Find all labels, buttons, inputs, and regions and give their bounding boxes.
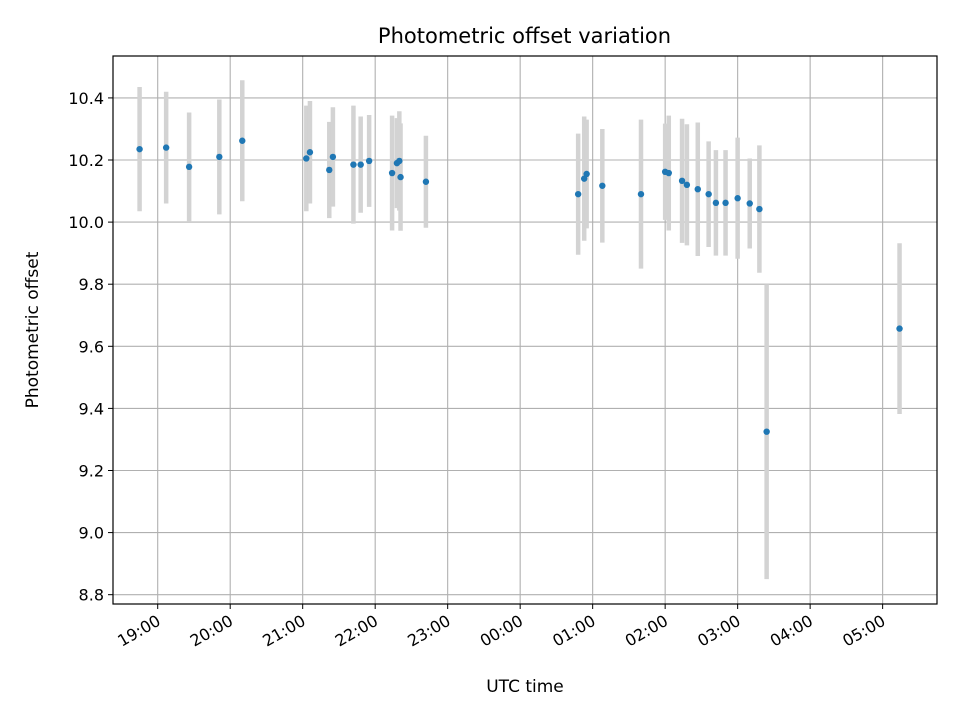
y-tick-label: 10.0 <box>68 213 104 232</box>
data-point <box>665 169 672 177</box>
x-axis-label: UTC time <box>486 677 564 697</box>
data-point <box>637 190 645 198</box>
data-point <box>763 428 770 435</box>
data-point <box>746 200 753 207</box>
data-point <box>329 153 337 161</box>
data-point <box>678 177 686 185</box>
data-point <box>350 161 357 168</box>
data-point <box>326 166 333 174</box>
y-tick-label: 9.6 <box>79 337 104 356</box>
y-tick-label: 9.0 <box>79 524 104 543</box>
data-point <box>756 205 763 213</box>
y-tick-label: 10.4 <box>68 89 104 108</box>
data-point <box>388 169 396 177</box>
y-tick-label: 10.2 <box>68 151 104 170</box>
y-tick-label: 9.8 <box>79 275 104 294</box>
data-point <box>712 199 720 207</box>
data-point <box>397 173 404 181</box>
data-point <box>574 190 582 198</box>
data-point <box>896 325 903 332</box>
data-point <box>162 144 170 151</box>
data-point <box>583 170 590 178</box>
data-point <box>694 185 701 193</box>
data-point <box>705 190 712 198</box>
y-tick-label: 9.2 <box>79 461 104 480</box>
data-points <box>136 137 903 435</box>
data-point <box>306 149 314 156</box>
data-point <box>422 178 430 185</box>
grid-lines <box>113 56 937 604</box>
data-point <box>216 153 223 161</box>
data-point <box>136 145 143 153</box>
data-point <box>185 163 193 171</box>
y-tick-label: 8.8 <box>79 586 104 605</box>
data-point <box>599 182 606 189</box>
data-point <box>303 155 310 162</box>
data-point <box>734 195 741 202</box>
y-axis-ticks: 8.8 9.0 9.2 9.4 9.6 9.8 10.0 10.2 10.4 <box>68 89 113 605</box>
data-point <box>357 161 364 168</box>
y-tick-label: 9.4 <box>79 399 104 418</box>
data-point <box>722 199 729 207</box>
data-point <box>365 157 373 165</box>
chart-title: Photometric offset variation <box>378 24 671 48</box>
data-point <box>396 157 403 165</box>
data-point <box>239 137 246 144</box>
y-axis-label: Photometric offset <box>23 251 43 408</box>
plot-frame <box>112 55 938 605</box>
data-point <box>683 181 691 189</box>
